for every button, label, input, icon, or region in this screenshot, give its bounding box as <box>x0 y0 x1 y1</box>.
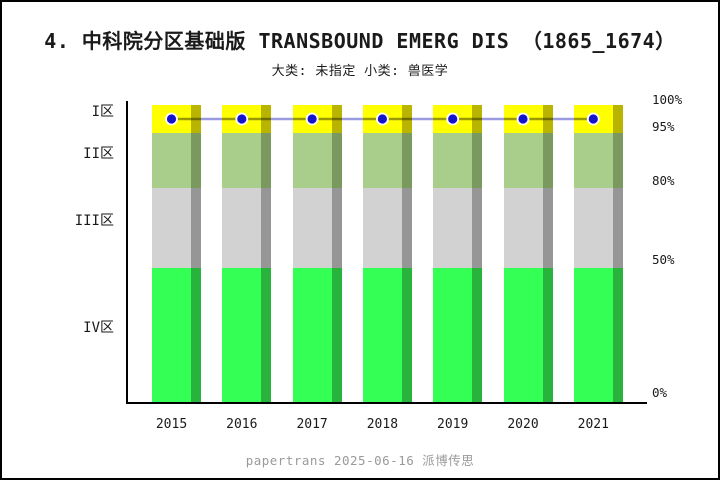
bar-2015-segment-II区-shadow <box>191 133 201 188</box>
bar-2018-segment-II区 <box>362 133 402 188</box>
bar-2015-segment-I区-shadow <box>191 105 201 133</box>
x-label-2019: 2019 <box>437 417 469 432</box>
bar-2015-segment-I区 <box>152 105 191 133</box>
chart-title: 4. 中科院分区基础版 TRANSBOUND EMERG DIS （1865_1… <box>44 29 676 53</box>
bar-2015-segment-III区 <box>152 188 191 268</box>
bar-2021-segment-III区 <box>573 188 613 268</box>
bar-2015-segment-IV区 <box>152 268 191 402</box>
bar-2019-segment-I区 <box>433 105 473 133</box>
bar-2016-segment-I区-shadow <box>261 105 272 133</box>
bar-2021-segment-I区-shadow <box>612 105 623 133</box>
bar-2016-segment-IV区-shadow <box>261 268 272 402</box>
y-left-label-IV区: IV区 <box>83 320 114 336</box>
x-label-2015: 2015 <box>155 417 188 432</box>
bar-2019-segment-III区-shadow <box>472 188 483 268</box>
bar-2019-segment-IV区 <box>433 268 473 402</box>
y-right-tick-80%: 80% <box>652 173 675 188</box>
bar-2019-segment-II区-shadow <box>472 133 483 188</box>
x-axis-spine <box>126 402 647 404</box>
bar-2016-segment-I区 <box>222 105 262 133</box>
y-left-label-III区: III区 <box>74 213 114 229</box>
bar-2020-segment-II区-shadow <box>542 133 553 188</box>
bar-2018-segment-II区-shadow <box>401 133 412 188</box>
bar-2017-segment-III区 <box>292 188 332 268</box>
bar-2021-segment-IV区 <box>573 268 613 402</box>
bar-2019-segment-II区 <box>433 133 473 188</box>
bar-2017-segment-II区 <box>292 133 332 188</box>
x-label-2021: 2021 <box>577 417 609 432</box>
bar-2020-segment-I区 <box>503 105 543 133</box>
bar-2021-segment-I区 <box>573 105 613 133</box>
y-right-tick-50%: 50% <box>652 252 675 267</box>
y-right-tick-100%: 100% <box>652 92 683 107</box>
y-left-label-II区: II区 <box>83 145 114 162</box>
bar-2020-segment-IV区-shadow <box>542 268 553 402</box>
bar-2016-segment-IV区 <box>222 268 262 402</box>
bar-2017-segment-I区-shadow <box>331 105 342 133</box>
bar-2018-segment-I区 <box>362 105 402 133</box>
bar-2020-segment-II区 <box>503 133 543 188</box>
y-right-tick-0%: 0% <box>652 385 668 400</box>
bar-2019-segment-III区 <box>433 188 473 268</box>
bar-2016-segment-III区-shadow <box>261 188 272 268</box>
bar-2016-segment-II区 <box>222 133 262 188</box>
bar-2021-segment-IV区-shadow <box>612 268 623 402</box>
bar-2020-segment-III区-shadow <box>542 188 553 268</box>
bar-2015-segment-II区 <box>152 133 191 188</box>
bar-2015-segment-IV区-shadow <box>191 268 201 402</box>
bar-2019-segment-IV区-shadow <box>472 268 483 402</box>
bar-2017-segment-III区-shadow <box>331 188 342 268</box>
bar-2020-segment-I区-shadow <box>542 105 553 133</box>
bar-2017-segment-IV区 <box>292 268 332 402</box>
bar-2018-segment-III区 <box>362 188 402 268</box>
bar-2021-segment-III区-shadow <box>612 188 623 268</box>
bar-2017-segment-II区-shadow <box>331 133 342 188</box>
x-label-2020: 2020 <box>507 417 539 432</box>
bar-2020-segment-IV区 <box>503 268 543 402</box>
bar-2018-segment-IV区-shadow <box>401 268 412 402</box>
chart-subtitle: 大类: 未指定 小类: 兽医学 <box>271 64 449 79</box>
bar-2017-segment-I区 <box>292 105 332 133</box>
bar-2016-segment-III区 <box>222 188 262 268</box>
y-right-tick-95%: 95% <box>652 119 675 134</box>
bar-2020-segment-III区 <box>503 188 543 268</box>
bar-2018-segment-III区-shadow <box>401 188 412 268</box>
y-left-label-I区: I区 <box>91 104 114 120</box>
bar-2021-segment-II区-shadow <box>612 133 623 188</box>
bar-2015-segment-III区-shadow <box>191 188 201 268</box>
bar-2019-segment-I区-shadow <box>472 105 483 133</box>
y-axis-spine <box>126 101 128 404</box>
footer-text: papertrans 2025-06-16 派博传思 <box>245 453 475 468</box>
bar-2021-segment-II区 <box>573 133 613 188</box>
x-label-2018: 2018 <box>366 417 399 432</box>
bar-2016-segment-II区-shadow <box>261 133 272 188</box>
x-label-2017: 2017 <box>296 417 328 432</box>
bar-2018-segment-IV区 <box>362 268 402 402</box>
bar-2017-segment-IV区-shadow <box>331 268 342 402</box>
x-label-2016: 2016 <box>226 417 258 432</box>
bar-2018-segment-I区-shadow <box>401 105 412 133</box>
